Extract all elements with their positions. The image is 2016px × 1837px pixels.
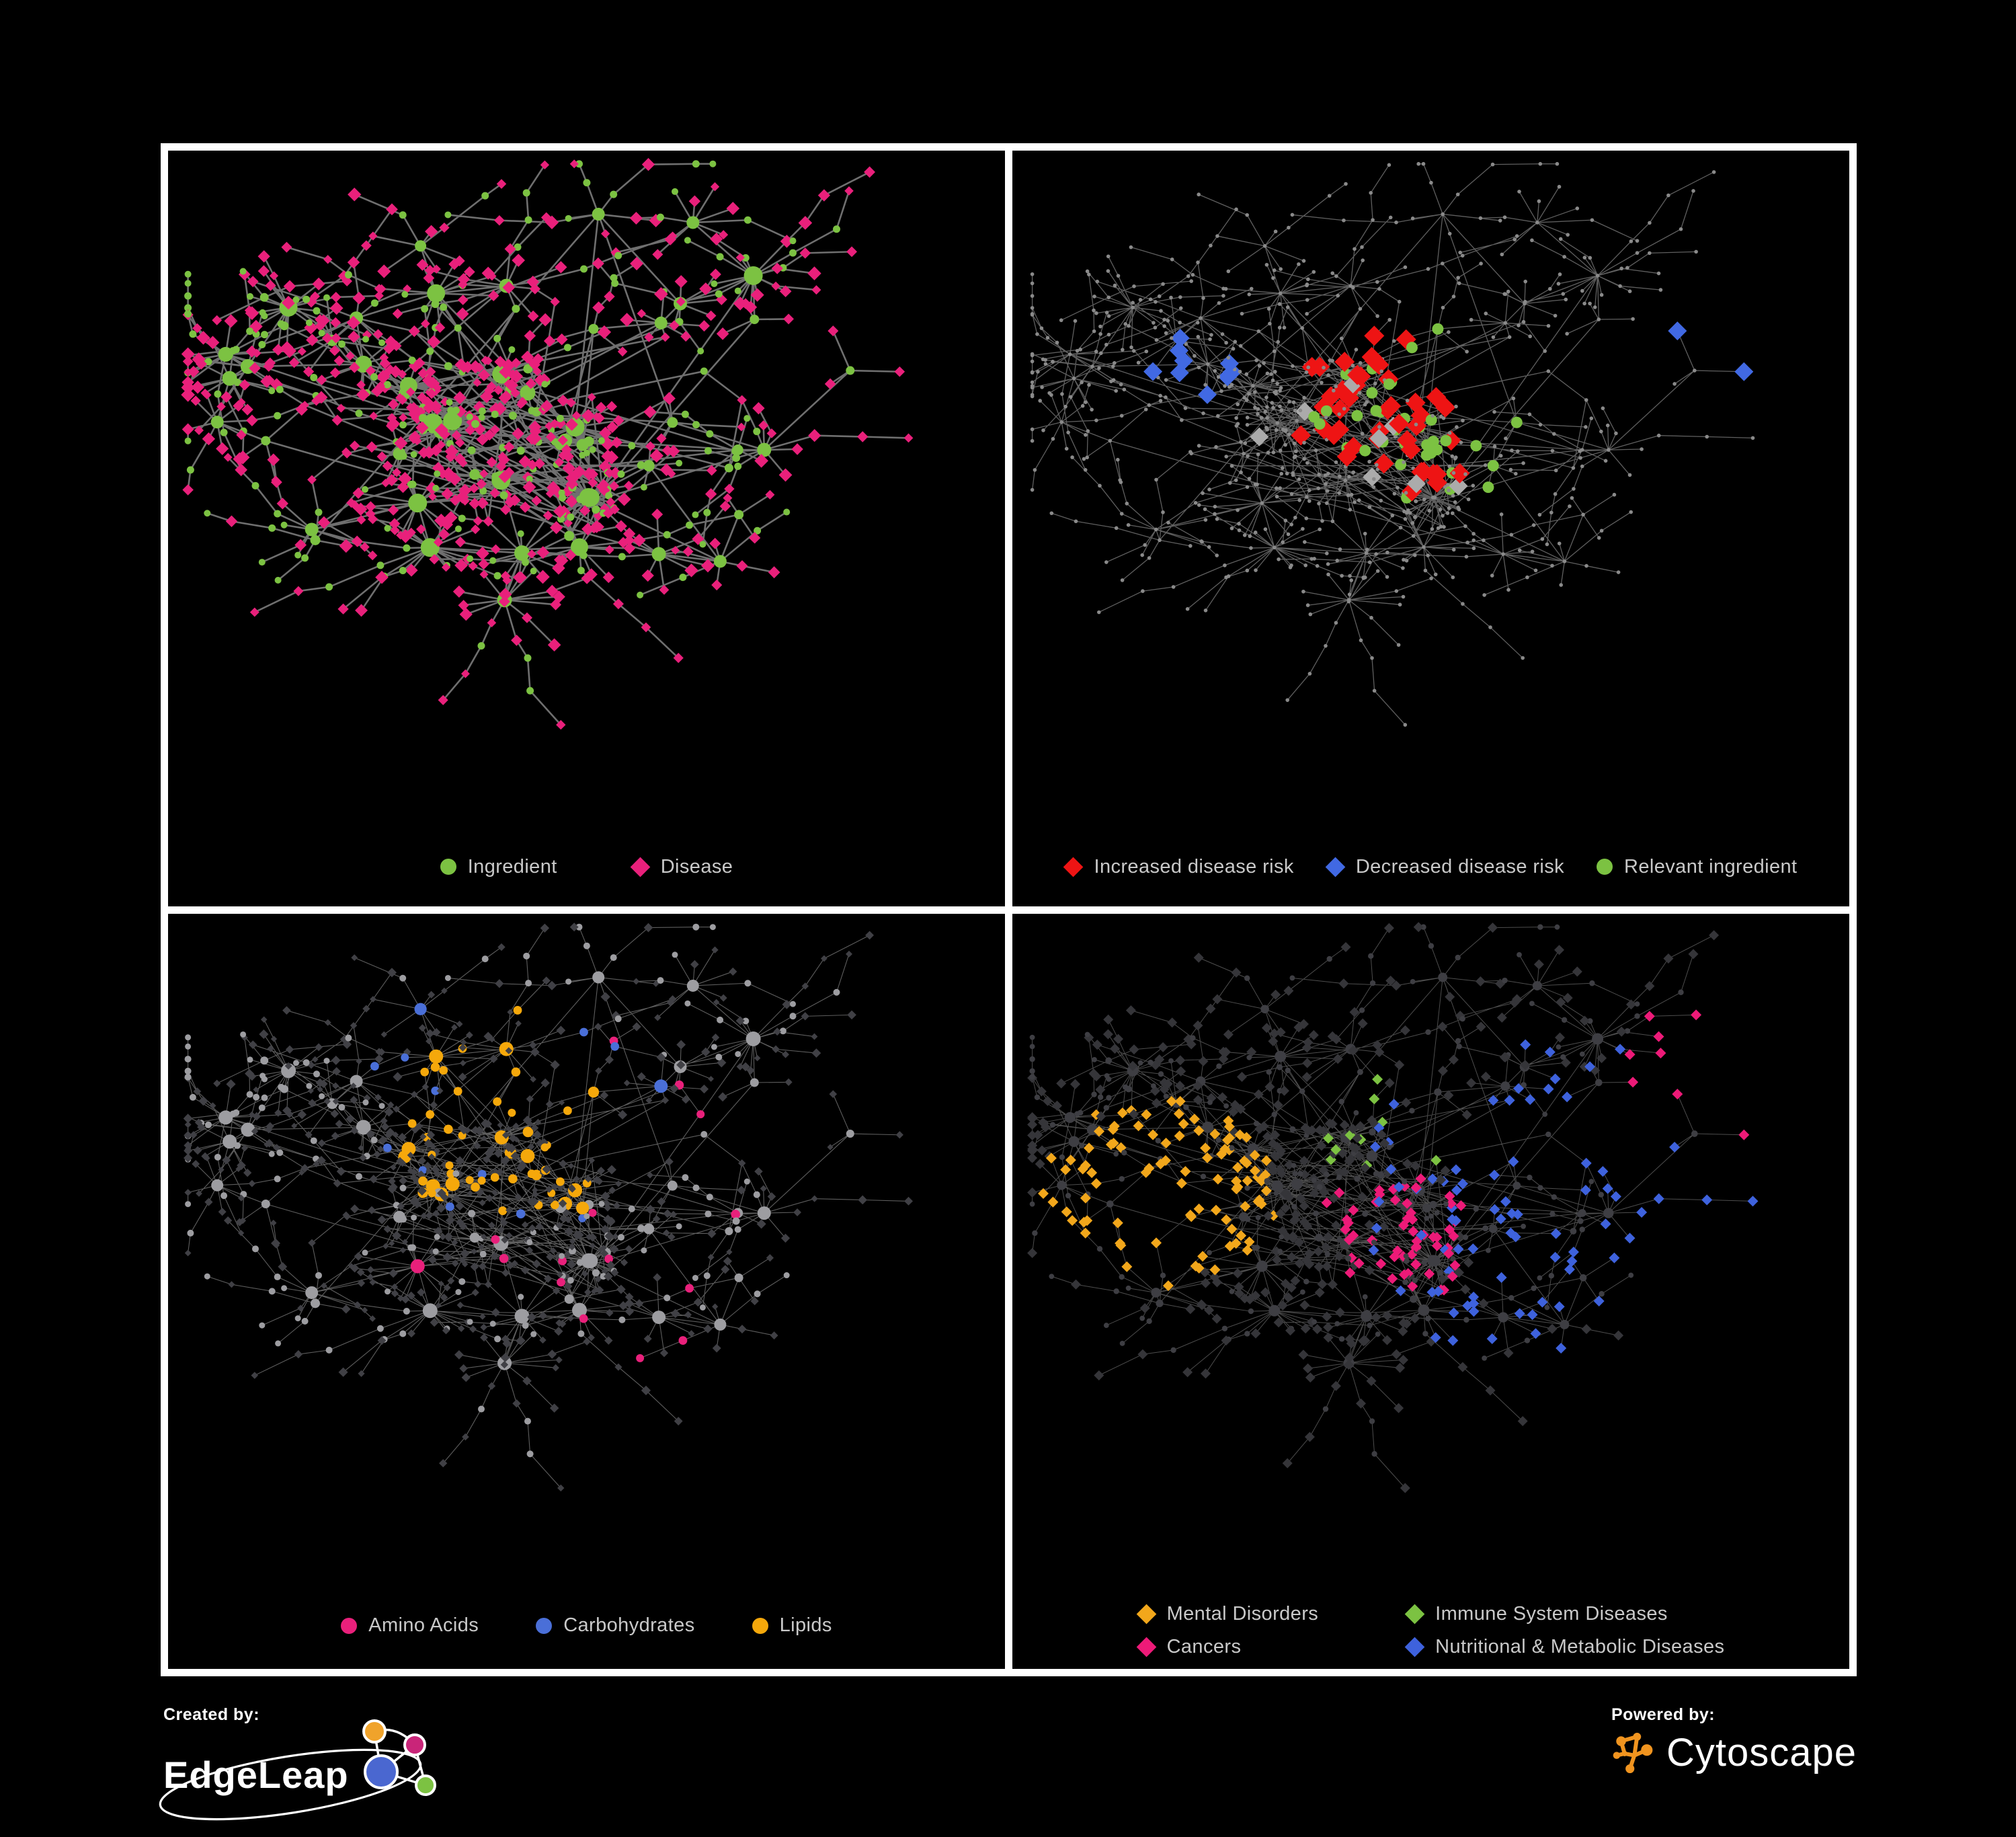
legend-label: Mental Disorders (1166, 1603, 1319, 1625)
legend-item-increased-disease-risk: Increased disease risk (1063, 855, 1294, 878)
edgeleap-wordmark: EdgeLeap (163, 1753, 349, 1796)
legend-item-decreased-disease-risk: Decreased disease risk (1325, 855, 1565, 878)
legend-label: Lipids (779, 1614, 832, 1636)
legend-label: Decreased disease risk (1355, 855, 1565, 877)
diamond-swatch-icon (630, 857, 651, 877)
edgeleap-node-green (414, 1774, 436, 1796)
diamond-swatch-icon (1325, 857, 1346, 877)
cytoscape-credit: Powered by: Cytoscape (1611, 1705, 1857, 1777)
cytoscape-logo-icon (1613, 1732, 1653, 1774)
disease-categories-network-graph (1027, 921, 1759, 1493)
legend-disease-categories: Mental Disorders Immune System Diseases Ca… (1012, 1603, 1849, 1658)
disease-risk-network-graph (1030, 161, 1755, 727)
diamond-swatch-icon (1136, 1604, 1156, 1625)
legend-label: Disease (660, 855, 733, 877)
legend-item-amino-acids: Amino Acids (341, 1614, 479, 1637)
ingredient-disease-network-graph (181, 157, 914, 730)
panel-disease-categories: Mental Disorders Immune System Diseases Ca… (1012, 913, 1849, 1669)
created-by-label: Created by: (163, 1705, 260, 1724)
diamond-swatch-icon (1063, 857, 1084, 877)
panel-macronutrients: Amino Acids Carbohydrates Lipids (168, 913, 1005, 1669)
legend-label: Amino Acids (368, 1614, 479, 1636)
legend-item-cancers: Cancers (1136, 1636, 1319, 1658)
legend-label: Ingredient (467, 855, 557, 877)
edgeleap-node-blue (363, 1754, 399, 1789)
legend-item-relevant-ingredient: Relevant ingredient (1597, 856, 1797, 878)
circle-swatch-icon (536, 1617, 553, 1634)
legend-label: Immune System Diseases (1435, 1603, 1668, 1625)
legend-label: Carbohydrates (563, 1614, 695, 1636)
circle-swatch-icon (440, 859, 456, 875)
legend-label: Cancers (1166, 1636, 1242, 1657)
legend-label: Relevant ingredient (1624, 855, 1798, 877)
diamond-swatch-icon (1404, 1604, 1425, 1625)
edgeleap-logo-icon (362, 1719, 436, 1796)
macronutrients-network-graph (183, 922, 913, 1491)
diamond-swatch-icon (1136, 1637, 1156, 1657)
circle-swatch-icon (752, 1617, 768, 1634)
cytoscape-wordmark: Cytoscape (1666, 1730, 1857, 1774)
edgeleap-credit: Created by: EdgeLeap (159, 1705, 447, 1822)
powered-by-label: Powered by: (1611, 1705, 1716, 1724)
legend-item-nutritional-metabolic-diseases: Nutritional & Metabolic Diseases (1404, 1636, 1725, 1658)
panel-ingredient-disease: Ingredient Disease (168, 151, 1005, 906)
legend-item-immune-system-diseases: Immune System Diseases (1404, 1603, 1724, 1625)
legend-item-mental-disorders: Mental Disorders (1136, 1603, 1319, 1625)
legend-disease-risk: Increased disease risk Decreased disease … (1012, 856, 1849, 878)
legend-label: Nutritional & Metabolic Diseases (1435, 1636, 1725, 1657)
panel-grid: Ingredient Disease Increased disease risk… (161, 143, 1857, 1676)
legend-item-carbohydrates: Carbohydrates (536, 1614, 694, 1637)
legend-macronutrients: Amino Acids Carbohydrates Lipids (168, 1614, 1005, 1637)
circle-swatch-icon (341, 1617, 358, 1634)
panel-disease-risk: Increased disease risk Decreased disease … (1012, 151, 1849, 906)
legend-item-disease: Disease (630, 855, 733, 878)
circle-swatch-icon (1597, 859, 1613, 875)
diamond-swatch-icon (1404, 1637, 1425, 1657)
edgeleap-node-magenta (403, 1733, 426, 1756)
legend-label: Increased disease risk (1094, 855, 1294, 877)
legend-ingredient-disease: Ingredient Disease (168, 856, 1005, 878)
legend-item-ingredient: Ingredient (440, 856, 557, 878)
edgeleap-node-orange (362, 1719, 387, 1744)
legend-item-lipids: Lipids (752, 1614, 832, 1637)
